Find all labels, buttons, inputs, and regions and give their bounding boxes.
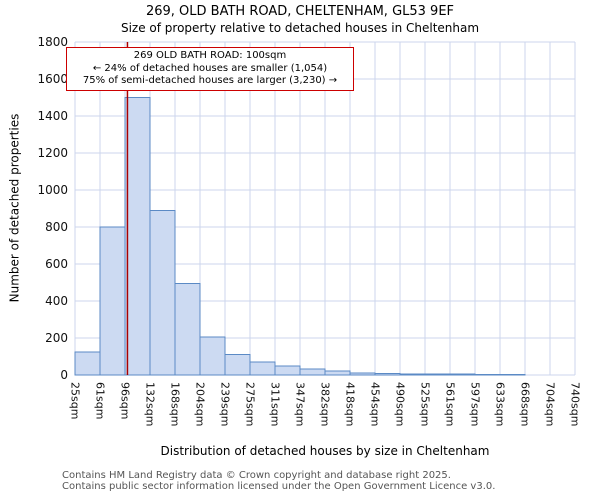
svg-text:96sqm: 96sqm [119, 382, 132, 419]
svg-text:25sqm: 25sqm [69, 382, 82, 419]
svg-text:704sqm: 704sqm [544, 382, 557, 426]
property-annotation-box: 269 OLD BATH ROAD: 100sqm ← 24% of detac… [66, 47, 354, 91]
svg-text:382sqm: 382sqm [319, 382, 332, 426]
svg-text:132sqm: 132sqm [144, 382, 157, 426]
footer-copyright-line1: Contains HM Land Registry data © Crown c… [62, 470, 451, 481]
svg-text:0: 0 [60, 368, 68, 382]
svg-text:668sqm: 668sqm [519, 382, 532, 426]
svg-text:418sqm: 418sqm [344, 382, 357, 426]
chart-subtitle: Size of property relative to detached ho… [120, 21, 480, 35]
annotation-larger-stat: 75% of semi-detached houses are larger (… [82, 75, 338, 86]
svg-text:1000: 1000 [37, 183, 68, 197]
svg-text:490sqm: 490sqm [394, 382, 407, 426]
svg-text:204sqm: 204sqm [194, 382, 207, 426]
x-axis-title: Distribution of detached houses by size … [160, 444, 490, 458]
svg-text:1800: 1800 [37, 35, 68, 49]
annotation-property-size: 269 OLD BATH ROAD: 100sqm [133, 50, 287, 61]
svg-text:1400: 1400 [37, 109, 68, 123]
svg-text:525sqm: 525sqm [419, 382, 432, 426]
y-axis-title: Number of detached properties [7, 113, 22, 303]
svg-text:347sqm: 347sqm [294, 382, 307, 426]
svg-text:1200: 1200 [37, 146, 68, 160]
svg-text:454sqm: 454sqm [369, 382, 382, 426]
svg-text:800: 800 [45, 220, 68, 234]
svg-text:239sqm: 239sqm [219, 382, 232, 426]
svg-text:633sqm: 633sqm [494, 382, 507, 426]
svg-text:200: 200 [45, 331, 68, 345]
svg-text:168sqm: 168sqm [169, 382, 182, 426]
footer-copyright-line2: Contains public sector information licen… [62, 481, 496, 492]
svg-text:561sqm: 561sqm [444, 382, 457, 426]
svg-text:597sqm: 597sqm [469, 382, 482, 426]
svg-text:61sqm: 61sqm [94, 382, 107, 419]
svg-text:740sqm: 740sqm [569, 382, 582, 426]
svg-text:1600: 1600 [37, 72, 68, 86]
svg-text:275sqm: 275sqm [244, 382, 257, 426]
svg-text:600: 600 [45, 257, 68, 271]
svg-text:311sqm: 311sqm [269, 382, 282, 426]
chart-title: 269, OLD BATH ROAD, CHELTENHAM, GL53 9EF [145, 4, 455, 19]
svg-text:400: 400 [45, 294, 68, 308]
annotation-smaller-stat: ← 24% of detached houses are smaller (1,… [92, 62, 328, 74]
